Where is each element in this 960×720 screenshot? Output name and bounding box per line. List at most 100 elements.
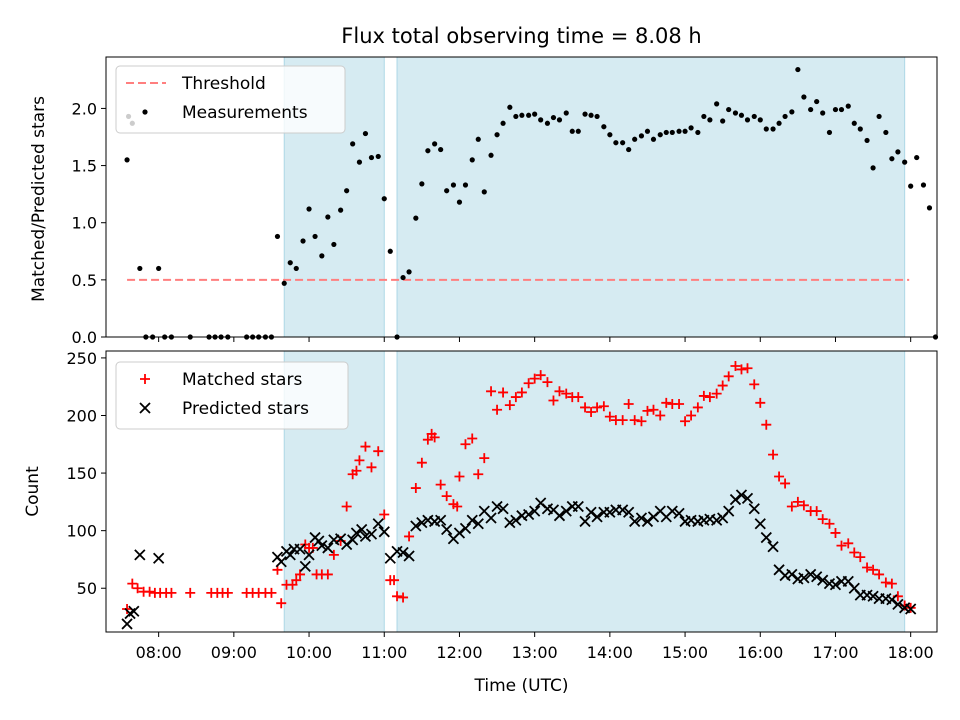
measurement-point-68 [582,111,588,117]
matched-stars-point-88 [661,397,672,408]
measurement-point-53 [488,152,494,158]
predicted-stars-point-21 [350,527,363,539]
predicted-stars-point-39 [459,522,472,534]
top-axis-ticks: 0.0 0.5 1.0 1.5 2.0 [72,99,912,347]
chart-title: Flux total observing time = 8.08 h [341,24,701,48]
matched-stars-point-103 [755,397,766,408]
measurement-point-119 [902,159,908,165]
measurement-point-76 [632,136,638,142]
measurement-point-81 [663,129,669,136]
measurement-point-3 [137,265,143,272]
matched-stars-point-120 [862,562,873,573]
predicted-stars-point-19 [341,538,353,551]
predicted-stars-point-66 [629,515,641,528]
bottom-axes-frame [105,350,938,633]
predicted-stars-point-2 [128,605,140,617]
x-tick-label-5: 13:00 [512,643,558,662]
measurement-point-19 [274,233,281,240]
measurement-point-46 [444,188,450,194]
bottom-legend-box [115,361,349,430]
matched-stars-point-57 [467,433,478,444]
bottom-data-layer [121,360,917,630]
measurement-point-61 [538,117,544,123]
matched-stars-point-83 [629,415,640,426]
matched-stars-point-117 [843,538,854,549]
predicted-stars-point-25 [372,518,384,530]
matched-stars-point-76 [586,407,597,418]
matched-stars-point-123 [880,577,891,588]
measurement-point-105 [814,98,820,105]
bottom-y-axis-label: Count [23,466,43,517]
bottom-legend-swatch-0 [140,374,150,384]
matched-stars-point-99 [730,360,741,371]
x-tick-label-7: 15:00 [662,643,708,662]
measurement-point-106 [820,110,826,116]
matched-stars-point-48 [422,434,433,445]
top-y-tick-label-4: 2.0 [72,99,97,118]
measurement-point-121 [914,154,920,161]
measurement-point-74 [620,140,626,146]
matched-stars-point-13 [222,587,233,598]
top-y-tick-label-2: 1.0 [72,214,97,233]
matched-stars-point-82 [623,398,634,409]
matched-stars-point-30 [322,569,333,580]
matched-stars-point-43 [392,591,403,602]
predicted-stars-point-98 [829,579,842,591]
predicted-stars-point-20 [347,534,359,546]
predicted-stars-point-26 [378,526,390,538]
top-axes-frame [105,56,938,338]
matched-stars-point-87 [655,410,666,421]
measurement-point-114 [870,165,876,171]
measurement-point-63 [550,114,557,121]
measurement-point-84 [682,128,688,134]
matched-stars-point-65 [516,387,527,398]
predicted-stars-point-8 [284,549,296,561]
predicted-stars-point-60 [591,511,603,523]
bottom-legend-swatch-1 [139,402,151,414]
matched-stars-point-69 [542,377,553,388]
measurement-point-22 [293,265,299,272]
measurement-point-26 [319,253,325,259]
matched-stars-point-31 [328,549,339,560]
bottom-y-tick-label-2: 150 [66,464,97,483]
matched-stars-point-18 [266,587,277,598]
bottom-shaded-interval-1 [396,350,906,633]
predicted-stars-point-35 [435,514,447,526]
predicted-stars-point-3 [134,549,146,561]
matched-stars-point-36 [354,455,365,466]
matched-stars-point-118 [849,547,860,558]
matched-stars-point-114 [824,518,835,529]
x-tick-label-8: 16:00 [737,643,783,662]
measurement-point-41 [413,215,419,221]
matched-stars-point-35 [351,465,362,476]
predicted-stars-point-32 [416,516,428,529]
predicted-stars-point-87 [760,531,772,544]
predicted-stars-point-57 [572,500,584,513]
measurement-point-100 [782,113,788,120]
matched-stars-point-60 [486,386,497,397]
matched-stars-point-77 [592,402,603,413]
measurement-point-64 [556,117,563,123]
matched-stars-point-45 [404,531,415,542]
matched-stars-point-113 [817,514,828,525]
measurement-point-79 [650,136,657,142]
matched-stars-point-74 [573,392,584,403]
measurement-point-80 [657,132,663,138]
predicted-stars-point-85 [748,503,760,515]
measurement-point-62 [544,120,551,126]
matched-stars-point-119 [855,552,866,563]
measurement-point-59 [526,112,532,118]
predicted-stars-point-93 [798,572,810,584]
matched-stars-point-94 [698,390,709,401]
top-legend-label-0: Threshold [181,74,266,94]
x-tick-label-3: 11:00 [361,643,407,662]
predicted-stars-point-81 [723,505,735,517]
measurement-point-86 [695,129,701,136]
top-legend-swatch-1 [142,109,148,115]
measurement-point-122 [920,182,927,188]
x-axis-label: Time (UTC) [474,676,569,696]
predicted-stars-point-58 [579,515,591,528]
x-tick-label-9: 17:00 [812,643,858,662]
predicted-stars-point-31 [410,520,422,532]
